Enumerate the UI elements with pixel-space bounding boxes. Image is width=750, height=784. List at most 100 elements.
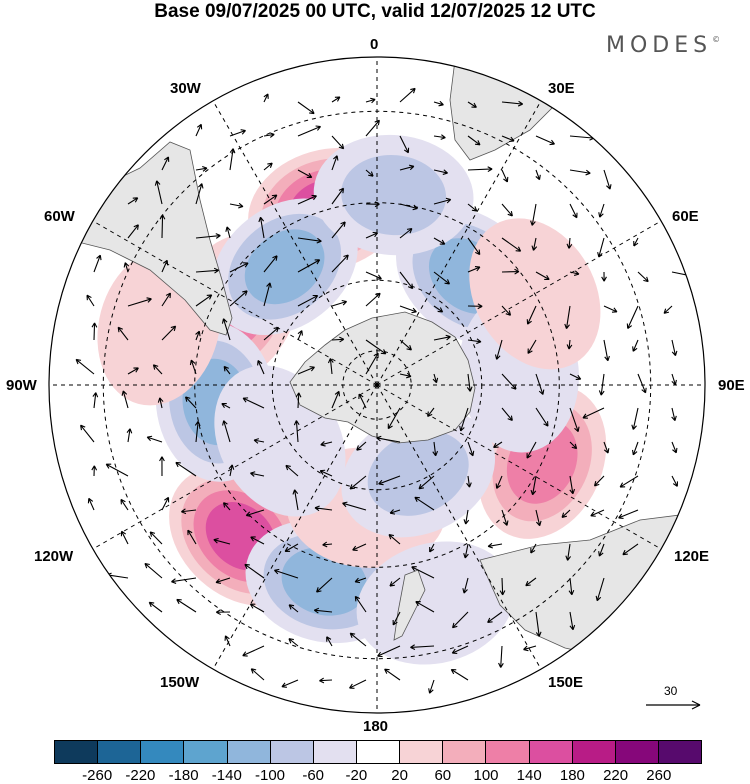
wind-arrow [598,203,605,218]
modes-logo: MODES© [606,33,720,58]
wind-arrow [523,645,537,652]
wind-arrow [565,543,572,561]
meridian-line [92,384,378,550]
wind-arrow [392,611,401,626]
wind-arrow [161,292,171,307]
wind-arrow [224,635,231,647]
wind-arrow [535,169,541,181]
wind-arrow [195,294,213,307]
wind-arrow [451,645,469,655]
wind-arrow [601,271,607,282]
wind-arrow [501,407,513,422]
wind-arrow [501,169,509,183]
wind-arrow [365,119,380,137]
lon-label-90e: 90E [718,377,745,394]
wind-arrow [146,435,163,443]
meridian-line [376,100,542,386]
colorbar-tick-label: 20 [391,767,408,784]
wind-arrow [354,595,367,613]
wind-arrow [399,135,410,154]
wind-arrow [154,180,163,205]
wind-arrow [499,577,506,596]
colorbar-tick-label: 220 [603,767,629,784]
colorbar-tick-label: -260 [82,767,113,784]
wind-arrow [331,187,345,205]
wind-arrow [297,194,317,205]
wind-arrow [331,155,339,171]
wind-arrow [263,194,278,205]
wind-arrow [120,530,129,545]
wind-arrow [399,164,415,171]
wind-arrow [120,498,129,511]
wind-arrow [618,509,639,520]
wind-arrow [263,282,272,307]
anomaly-contour [341,154,447,236]
anomaly-contour [244,229,325,305]
wind-arrow [161,325,177,341]
wind-arrow [603,339,610,362]
wind-arrow [582,407,605,419]
colorbar-tick-label: -180 [168,767,199,784]
wind-arrow [525,577,537,587]
wind-arrow [342,501,367,511]
wind-arrow [467,237,481,256]
wind-arrow [597,237,605,258]
wind-arrow [432,441,439,457]
wind-arrow [249,603,265,613]
wind-arrow [568,577,575,596]
wind-arrow [331,390,341,409]
wind-arrow [86,294,95,307]
lon-label-90w: 90W [6,377,37,394]
wind-arrow [603,169,612,190]
meridian-line [376,384,662,550]
wind-arrow [429,543,435,553]
wind-arrow [501,509,509,526]
lon-label-60e: 60E [672,208,699,225]
wind-arrow [152,364,163,375]
lon-label-180: 180 [363,718,389,735]
wind-arrow [297,169,313,179]
reference-vector-label: 30 [664,684,678,698]
wind-arrow [593,475,605,487]
wind-arrow [242,397,265,409]
colorbar-swatch [658,741,702,763]
wind-arrow [316,577,333,593]
colorbar-swatch [356,741,401,763]
wind-arrow [229,262,249,273]
wind-arrow [229,290,248,307]
wind-arrow [222,502,231,511]
wind-arrow [498,645,504,668]
colorbar-tick-label: -60 [302,767,325,784]
wind-arrow [159,214,166,239]
wind-arrow [157,397,164,409]
wind-arrow [603,441,610,454]
wind-arrow [530,475,537,496]
wind-arrow [501,237,522,252]
wind-arrow [466,373,473,392]
colorbar-swatch [55,741,99,763]
colorbar-swatch [313,741,357,763]
wind-arrow [195,330,201,341]
wind-arrow [195,166,208,172]
wind-arrow [195,123,203,137]
wind-arrow [297,237,322,244]
wind-arrow [462,577,469,594]
wind-arrow [195,233,221,239]
wind-arrow [399,87,416,103]
wind-arrow [433,134,446,140]
wind-arrow [535,611,542,637]
wind-arrow [292,489,299,511]
wind-arrow [365,231,379,239]
wind-arrow [117,326,129,341]
colorbar-swatch [227,741,271,763]
wind-arrow [467,135,481,146]
wind-arrow [297,294,319,307]
wind-arrow [378,475,401,486]
wind-arrow [535,135,555,146]
wind-arrow [365,201,380,208]
wind-arrow [285,464,299,477]
wind-arrow [223,365,231,375]
wind-arrow [399,203,418,211]
wind-arrow [229,148,236,171]
map-title: Base 09/07/2025 00 UTC, valid 12/07/2025… [154,1,596,22]
